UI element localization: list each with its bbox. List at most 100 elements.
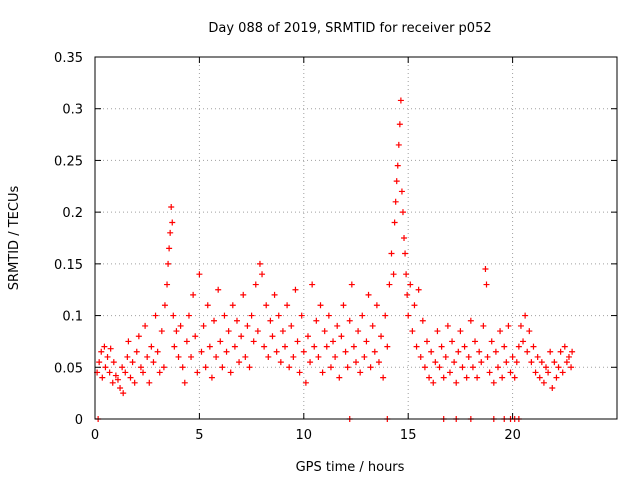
data-point xyxy=(240,291,247,298)
data-point xyxy=(98,348,105,355)
data-point xyxy=(146,379,153,386)
data-point xyxy=(168,203,175,210)
data-point xyxy=(259,271,266,278)
y-tick-label: 0 xyxy=(75,413,83,428)
data-point xyxy=(110,359,117,366)
data-point xyxy=(474,374,481,381)
data-point xyxy=(438,343,445,350)
data-point xyxy=(469,364,476,371)
data-point xyxy=(398,188,405,195)
data-point xyxy=(395,141,402,148)
data-point xyxy=(411,302,418,309)
data-point xyxy=(229,302,236,309)
data-point xyxy=(211,317,218,324)
data-point xyxy=(549,384,556,391)
data-point xyxy=(319,369,326,376)
data-point xyxy=(380,374,387,381)
data-point xyxy=(338,333,345,340)
data-point xyxy=(190,291,197,298)
data-point xyxy=(185,312,192,319)
y-tick-label: 0.15 xyxy=(54,258,83,273)
data-point xyxy=(478,359,485,366)
data-point xyxy=(298,312,305,319)
data-point xyxy=(104,353,111,360)
data-point xyxy=(261,343,268,350)
data-point xyxy=(336,374,343,381)
data-point xyxy=(557,348,564,355)
data-point xyxy=(204,302,211,309)
data-point xyxy=(188,353,195,360)
data-point xyxy=(499,374,506,381)
data-point xyxy=(334,322,341,329)
data-point xyxy=(509,353,516,360)
data-point xyxy=(392,198,399,205)
data-point xyxy=(501,343,508,350)
data-point xyxy=(183,338,190,345)
data-point xyxy=(403,271,410,278)
data-point xyxy=(547,348,554,355)
data-point xyxy=(154,348,161,355)
data-point xyxy=(323,343,330,350)
data-point xyxy=(254,328,261,335)
data-point xyxy=(196,271,203,278)
data-point xyxy=(426,374,433,381)
data-point xyxy=(269,333,276,340)
data-point xyxy=(382,312,389,319)
data-point xyxy=(497,328,504,335)
data-point xyxy=(565,353,572,360)
data-point xyxy=(330,338,337,345)
data-point xyxy=(304,333,311,340)
data-point xyxy=(217,338,224,345)
data-point xyxy=(511,374,518,381)
x-tick-label: 20 xyxy=(504,428,521,443)
data-point xyxy=(213,353,220,360)
data-point xyxy=(568,364,575,371)
data-point xyxy=(150,359,157,366)
data-point xyxy=(543,364,550,371)
data-point xyxy=(440,374,447,381)
data-point xyxy=(227,369,234,376)
data-point xyxy=(302,379,309,386)
data-point xyxy=(286,364,293,371)
data-point xyxy=(484,353,491,360)
data-point xyxy=(106,369,113,376)
data-point xyxy=(317,302,324,309)
data-point xyxy=(170,312,177,319)
data-point xyxy=(307,359,314,366)
grid xyxy=(95,57,617,419)
data-point xyxy=(361,353,368,360)
data-point xyxy=(332,353,339,360)
data-point xyxy=(555,364,562,371)
data-point xyxy=(522,312,529,319)
data-point xyxy=(480,322,487,329)
data-point xyxy=(432,359,439,366)
data-point xyxy=(117,384,124,391)
data-point xyxy=(344,364,351,371)
data-point xyxy=(461,343,468,350)
data-point xyxy=(288,322,295,329)
data-point xyxy=(436,364,443,371)
data-point xyxy=(365,291,372,298)
data-point xyxy=(140,369,147,376)
data-point xyxy=(275,312,282,319)
data-point xyxy=(430,379,437,386)
data-point xyxy=(125,338,132,345)
data-point xyxy=(242,353,249,360)
data-point xyxy=(465,353,472,360)
data-point xyxy=(359,312,366,319)
data-point xyxy=(127,374,134,381)
data-point xyxy=(277,359,284,366)
data-point xyxy=(530,343,537,350)
x-tick-label: 10 xyxy=(296,428,313,443)
data-point xyxy=(142,322,149,329)
data-point xyxy=(513,359,520,366)
data-point xyxy=(421,364,428,371)
data-point xyxy=(248,312,255,319)
data-point xyxy=(569,348,576,355)
data-point xyxy=(129,359,136,366)
data-point xyxy=(451,359,458,366)
data-point xyxy=(122,369,129,376)
data-point xyxy=(444,322,451,329)
